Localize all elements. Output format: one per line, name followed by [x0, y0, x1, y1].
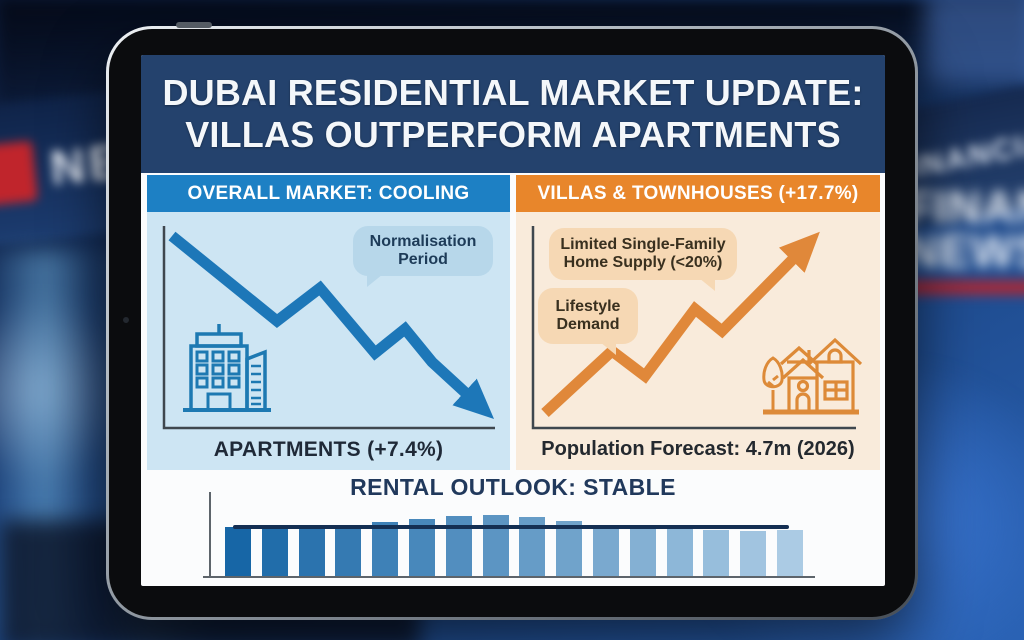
supply-bubble: Limited Single-Family Home Supply (<20%) — [549, 228, 737, 291]
rental-bar — [666, 529, 693, 576]
rental-bar — [740, 530, 767, 576]
apartments-trend-arrow — [168, 231, 495, 420]
rental-bar — [703, 530, 730, 576]
rental-bar — [592, 525, 619, 576]
tablet-camera — [123, 317, 129, 323]
supply-bubble-line1: Limited Single-Family — [560, 236, 726, 254]
normalisation-bubble: Normalisation Period — [353, 226, 493, 287]
normalisation-bubble-line1: Normalisation — [369, 233, 477, 251]
rental-y-axis — [209, 492, 211, 578]
lifestyle-bubble-line1: Lifestyle — [555, 298, 621, 316]
apartments-panel: Normalisation Period — [147, 212, 510, 470]
lifestyle-bubble-line2: Demand — [556, 316, 620, 333]
rental-bar — [556, 521, 583, 576]
tablet-frame: DUBAI RESIDENTIAL MARKET UPDATE: VILLAS … — [106, 22, 918, 620]
financial-news-sign: FINANCIAL NEWS — [905, 181, 1024, 295]
rental-title: RENTAL OUTLOOK: STABLE — [350, 474, 676, 500]
tablet-top-button — [176, 22, 212, 28]
supply-bubble-line2: Home Supply (<20%) — [563, 254, 723, 271]
rental-x-axis — [203, 576, 815, 578]
apartments-caption: APARTMENTS (+7.4%) — [213, 437, 444, 461]
rental-bar — [629, 527, 656, 576]
apartments-chart — [162, 226, 495, 430]
rental-bar — [372, 521, 399, 576]
villas-panel: Limited Single-Family Home Supply (<20%)… — [516, 212, 880, 470]
market-header-left: OVERALL MARKET: COOLING — [147, 175, 510, 212]
headline-line1: DUBAI RESIDENTIAL MARKET UPDATE: — [162, 71, 864, 113]
news-logo-box — [0, 140, 38, 207]
market-header-right: VILLAS & TOWNHOUSES (+17.7%) — [516, 175, 880, 212]
apartments-axis — [162, 226, 495, 430]
rental-bar — [298, 527, 325, 576]
apartment-building-icon — [175, 320, 275, 425]
villas-trend-arrow — [541, 231, 820, 418]
villas-caption: Population Forecast: 4.7m (2026) — [541, 438, 855, 460]
rental-trend-line — [233, 524, 789, 529]
tablet-screen: DUBAI RESIDENTIAL MARKET UPDATE: VILLAS … — [141, 55, 885, 586]
red-accent-bar — [905, 281, 1024, 295]
rental-bars — [225, 492, 803, 576]
financial-news-label: FINANCIAL NEWS — [905, 181, 1024, 277]
rental-bar — [225, 527, 251, 576]
studio-monitor-glow — [925, 0, 1024, 85]
villas-axis — [531, 226, 856, 430]
rental-bar — [261, 527, 288, 576]
headline-line2: VILLAS OUTPERFORM APARTMENTS — [185, 113, 841, 155]
rental-bar — [335, 525, 362, 576]
headline-band: DUBAI RESIDENTIAL MARKET UPDATE: VILLAS … — [141, 55, 885, 173]
normalisation-bubble-line2: Period — [398, 251, 448, 268]
lifestyle-bubble: Lifestyle Demand — [538, 288, 638, 355]
villa-house-icon — [759, 320, 863, 425]
villas-chart — [531, 226, 856, 430]
rental-bar — [776, 530, 803, 576]
